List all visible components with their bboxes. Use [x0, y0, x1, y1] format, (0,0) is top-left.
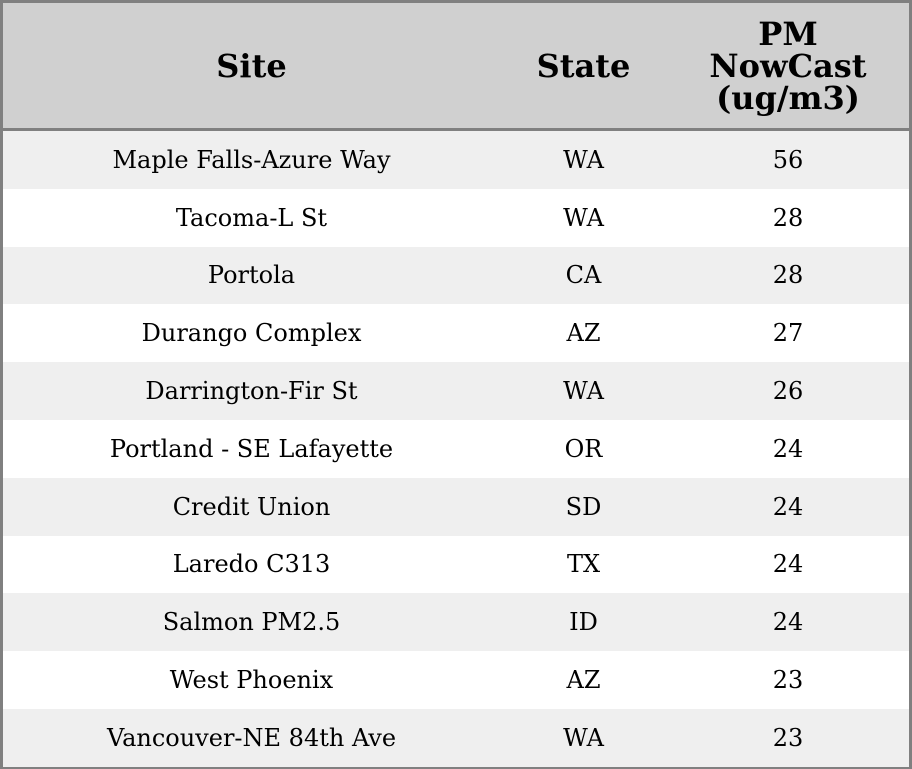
cell-state: WA: [500, 708, 667, 767]
cell-state: AZ: [500, 651, 667, 709]
cell-state: TX: [500, 535, 667, 594]
cell-site: West Phoenix: [3, 651, 500, 709]
cell-pm: 23: [667, 708, 909, 767]
cell-pm: 26: [667, 362, 909, 420]
table-row: Tacoma-L St WA 28: [3, 188, 909, 247]
cell-state: WA: [500, 129, 667, 189]
table-row: Portland - SE Lafayette OR 24: [3, 419, 909, 478]
table-row: Laredo C313 TX 24: [3, 535, 909, 594]
table-row: Salmon PM2.5 ID 24: [3, 593, 909, 652]
cell-pm: 27: [667, 304, 909, 363]
table-row: West Phoenix AZ 23: [3, 651, 909, 709]
data-table: Site State PM NowCast (ug/m3) Maple Fall…: [3, 3, 909, 767]
cell-state: WA: [500, 188, 667, 247]
table-row: Portola CA 28: [3, 246, 909, 305]
cell-site: Salmon PM2.5: [3, 593, 500, 652]
cell-site: Durango Complex: [3, 304, 500, 363]
table-row: Credit Union SD 24: [3, 477, 909, 536]
cell-site: Laredo C313: [3, 535, 500, 594]
cell-pm: 23: [667, 651, 909, 709]
table-row: Vancouver-NE 84th Ave WA 23: [3, 708, 909, 767]
cell-site: Vancouver-NE 84th Ave: [3, 708, 500, 767]
header-site: Site: [3, 3, 500, 131]
cell-site: Portola: [3, 246, 500, 305]
cell-pm: 24: [667, 593, 909, 652]
header-state: State: [500, 3, 667, 131]
cell-state: CA: [500, 246, 667, 305]
cell-pm: 28: [667, 246, 909, 305]
cell-state: WA: [500, 362, 667, 420]
header-pm-label: PM NowCast (ug/m3): [709, 14, 867, 117]
cell-site: Maple Falls-Azure Way: [3, 129, 500, 189]
cell-site: Portland - SE Lafayette: [3, 419, 500, 478]
cell-state: AZ: [500, 304, 667, 363]
cell-pm: 24: [667, 477, 909, 536]
cell-pm: 56: [667, 129, 909, 189]
cell-pm: 24: [667, 535, 909, 594]
cell-pm: 28: [667, 188, 909, 247]
header-pm: PM NowCast (ug/m3): [667, 3, 909, 131]
table-row: Durango Complex AZ 27: [3, 304, 909, 363]
table-row: Darrington-Fir St WA 26: [3, 362, 909, 420]
table-row: Maple Falls-Azure Way WA 56: [3, 129, 909, 189]
cell-site: Credit Union: [3, 477, 500, 536]
cell-state: OR: [500, 419, 667, 478]
cell-state: ID: [500, 593, 667, 652]
cell-site: Tacoma-L St: [3, 188, 500, 247]
cell-state: SD: [500, 477, 667, 536]
header-row: Site State PM NowCast (ug/m3): [3, 3, 909, 131]
cell-site: Darrington-Fir St: [3, 362, 500, 420]
cell-pm: 24: [667, 419, 909, 478]
